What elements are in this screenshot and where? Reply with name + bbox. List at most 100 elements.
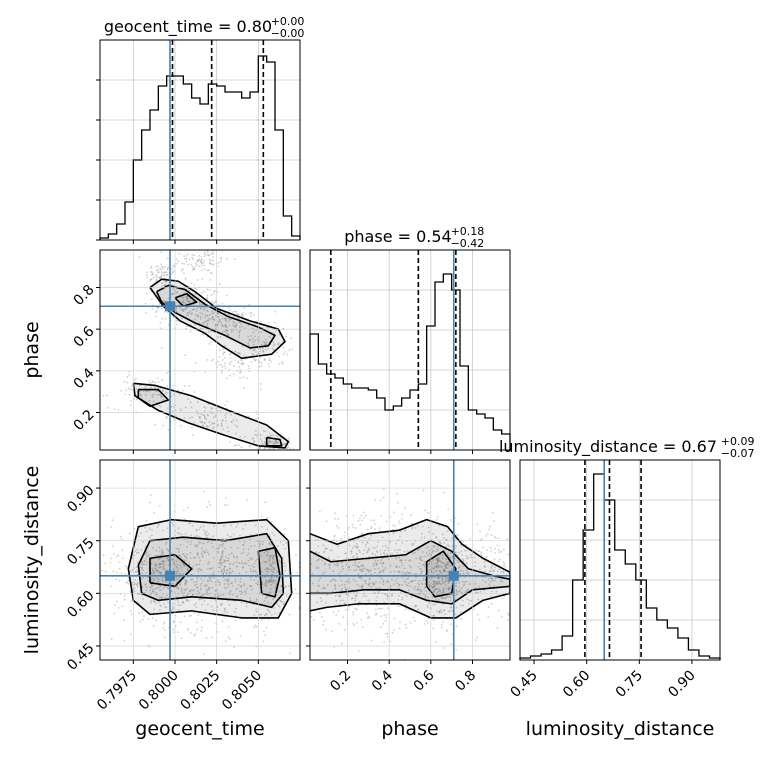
sample-point	[111, 545, 114, 547]
sample-point	[136, 585, 139, 588]
sample-point	[449, 518, 452, 521]
sample-point	[221, 359, 224, 361]
sample-point	[150, 267, 153, 270]
sample-point	[176, 563, 179, 566]
sample-point	[241, 359, 244, 362]
sample-point	[204, 320, 207, 323]
sample-point	[385, 613, 388, 616]
scatter-panel-geocent_time-vs-phase	[99, 249, 301, 451]
sample-point	[153, 393, 156, 396]
sample-point	[398, 522, 401, 525]
sample-point	[405, 626, 408, 629]
sample-point	[163, 284, 166, 287]
sample-point	[237, 352, 240, 355]
sample-point	[157, 390, 159, 393]
sample-point	[317, 584, 320, 587]
sample-point	[271, 531, 274, 534]
sample-point	[281, 600, 284, 603]
sample-point	[268, 555, 271, 558]
sample-point	[477, 550, 480, 553]
sample-point	[435, 599, 438, 602]
sample-point	[234, 611, 236, 613]
sample-point	[147, 579, 150, 582]
sample-point	[165, 580, 168, 583]
sample-point	[151, 395, 154, 398]
sample-point	[238, 313, 240, 316]
sample-point	[200, 598, 203, 600]
sample-point	[201, 278, 204, 280]
sample-point	[507, 619, 509, 622]
sample-point	[381, 607, 384, 610]
sample-point	[158, 267, 161, 270]
sample-point	[481, 546, 484, 549]
sample-point	[221, 550, 224, 553]
sample-point	[155, 619, 157, 622]
sample-point	[270, 564, 273, 566]
sample-point	[226, 329, 229, 332]
sample-point	[206, 568, 209, 570]
sample-point	[229, 318, 232, 321]
sample-point	[333, 534, 336, 537]
sample-point	[152, 601, 155, 603]
sample-point	[398, 535, 401, 538]
panel-background	[100, 40, 300, 240]
sample-point	[224, 323, 227, 326]
sample-point	[185, 306, 188, 309]
sample-point	[387, 607, 389, 610]
sample-point	[117, 409, 120, 411]
sample-point	[204, 417, 207, 420]
sample-point	[160, 327, 163, 330]
sample-point	[276, 602, 279, 605]
sample-point	[353, 624, 356, 627]
sample-point	[266, 566, 268, 569]
sample-point	[497, 609, 500, 612]
density-fill	[258, 547, 280, 597]
sample-point	[152, 599, 155, 602]
sample-point	[262, 640, 265, 643]
sample-point	[160, 589, 163, 592]
sample-point	[250, 558, 252, 561]
sample-point	[259, 438, 262, 440]
sample-point	[283, 565, 286, 568]
sample-point	[238, 334, 241, 336]
sample-point	[203, 421, 206, 424]
sample-point	[355, 621, 358, 624]
sample-point	[144, 302, 147, 305]
sample-point	[189, 552, 192, 554]
sample-point	[163, 603, 165, 605]
sample-point	[245, 562, 248, 565]
sample-point	[152, 277, 155, 279]
sample-point	[503, 563, 506, 565]
sample-point	[130, 400, 133, 403]
sample-point	[178, 572, 181, 575]
sample-point	[198, 417, 201, 420]
sample-point	[172, 602, 174, 605]
sample-point	[270, 576, 273, 579]
sample-point	[380, 559, 383, 562]
sample-point	[219, 318, 221, 321]
sample-point	[260, 570, 263, 573]
sample-point	[236, 594, 239, 597]
sample-point	[172, 568, 175, 571]
sample-point	[129, 633, 132, 635]
sample-point	[225, 572, 228, 575]
sample-point	[159, 565, 161, 568]
sample-point	[224, 587, 227, 590]
sample-point	[150, 584, 153, 587]
sample-point	[98, 544, 100, 546]
sample-point	[208, 313, 211, 316]
sample-point	[516, 570, 518, 572]
sample-point	[156, 580, 159, 583]
sample-point	[278, 559, 280, 562]
sample-point	[129, 388, 132, 390]
sample-point	[172, 266, 175, 268]
sample-point	[269, 447, 272, 450]
sample-point	[210, 580, 213, 582]
sample-point	[491, 511, 494, 514]
sample-point	[262, 630, 265, 633]
sample-point	[181, 588, 184, 591]
sample-point	[259, 347, 262, 350]
sample-point	[359, 524, 362, 526]
sample-point	[186, 297, 189, 300]
sample-point	[177, 551, 180, 553]
